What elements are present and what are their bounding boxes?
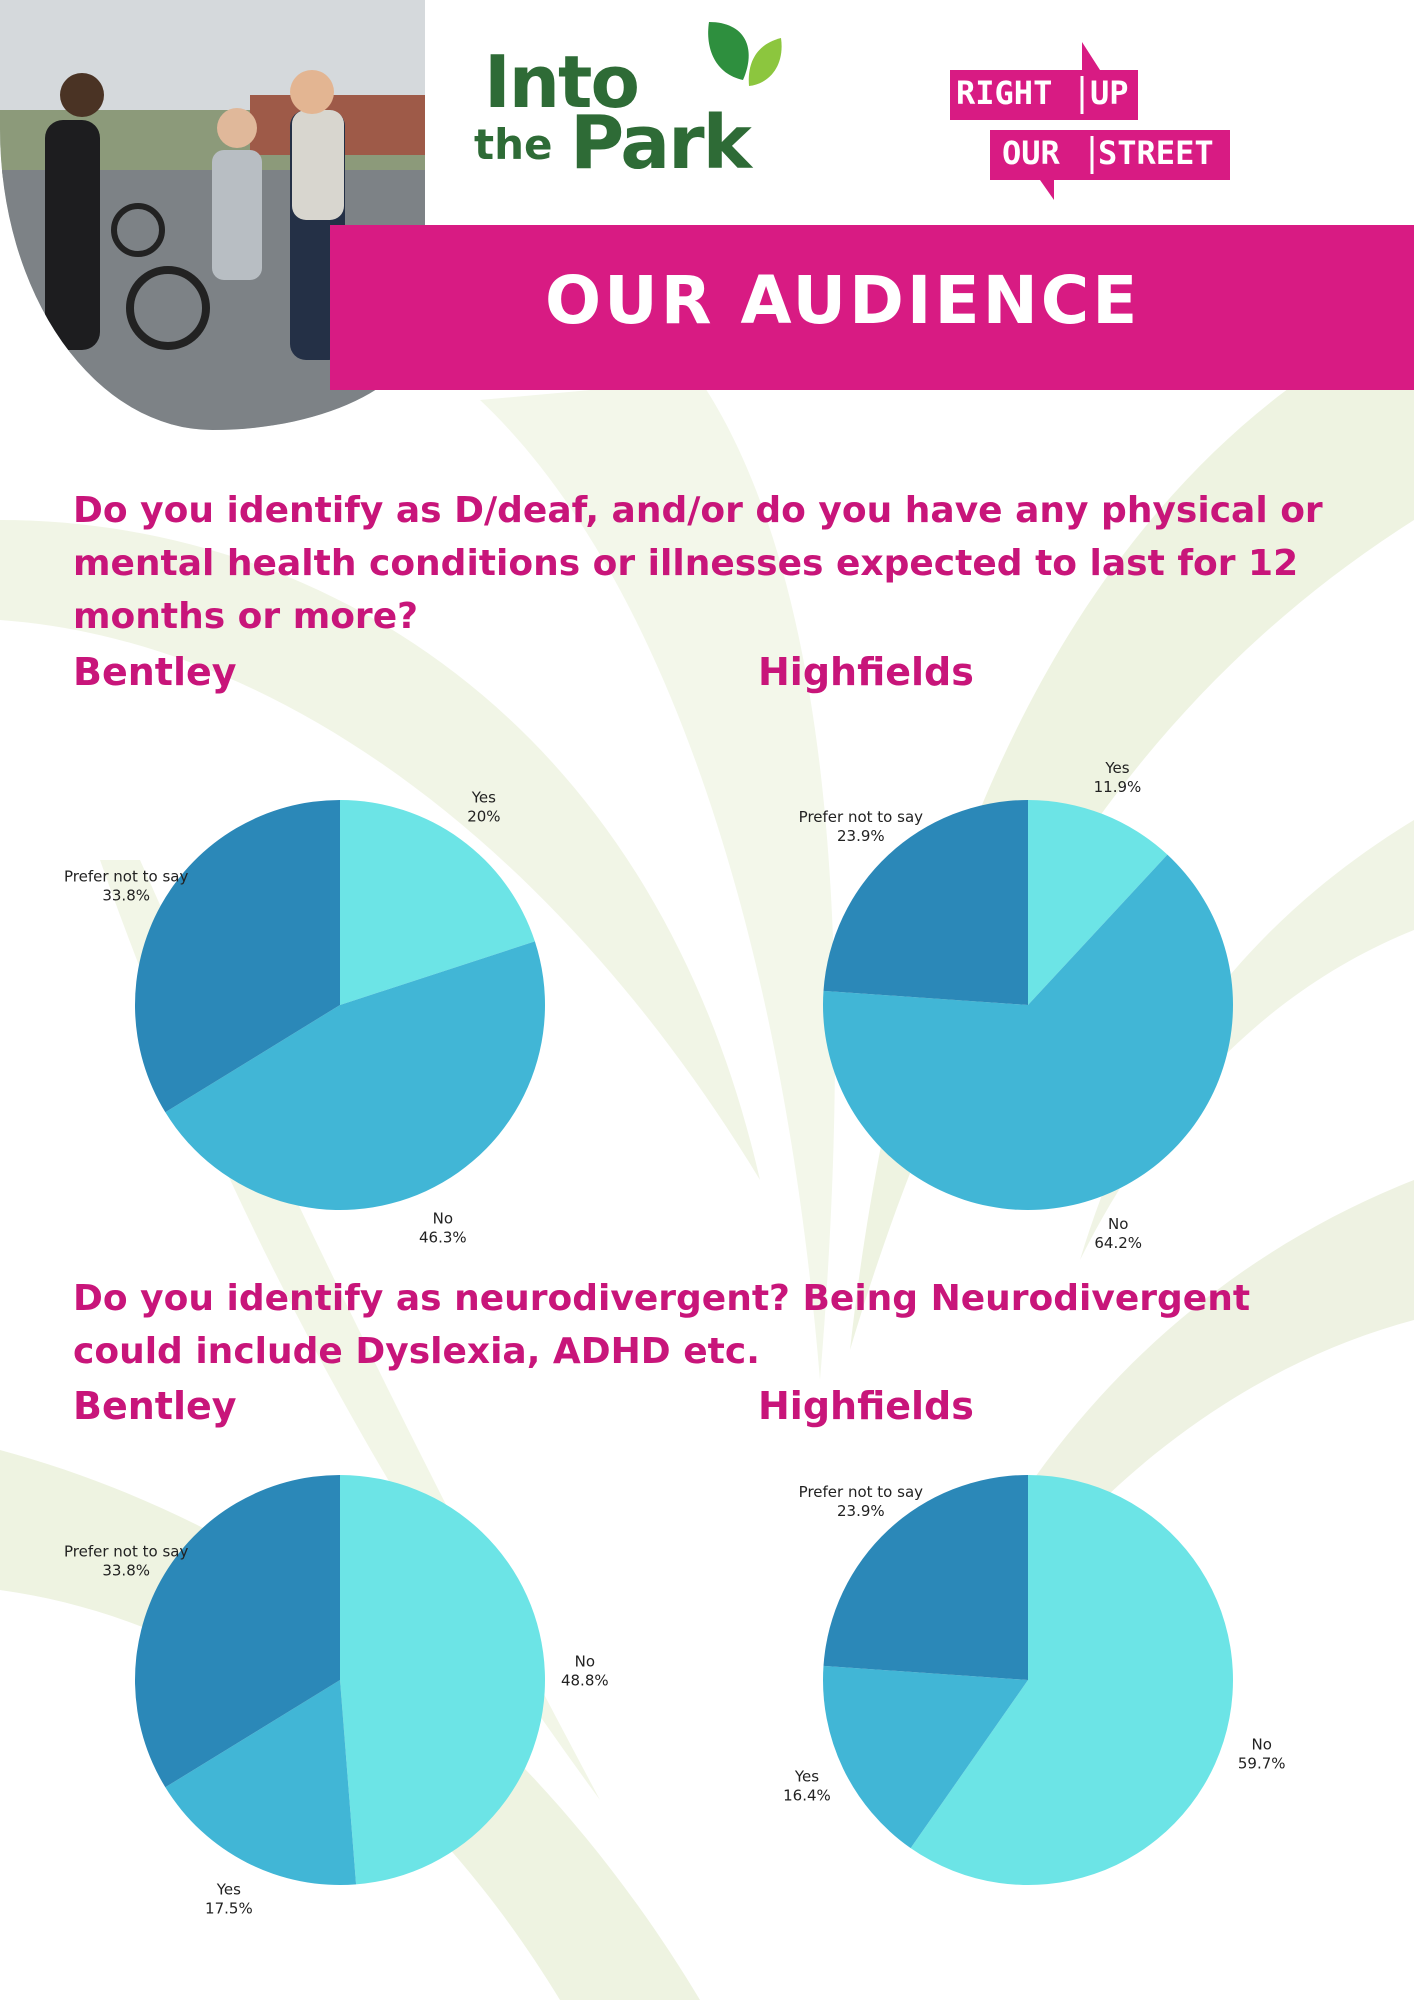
slice-label-prefer-not-to-say: Prefer not to say 23.9%: [799, 808, 923, 845]
chart-title-bentley-2: Bentley: [73, 1384, 237, 1428]
slice-value-label: 17.5%: [205, 1899, 253, 1917]
slice-category-label: Prefer not to say: [64, 867, 188, 885]
slice-label-yes: Yes 17.5%: [205, 1880, 253, 1917]
slice-value-label: 33.8%: [102, 886, 150, 904]
pie-slice-prefer-not-to-say: [823, 800, 1028, 1005]
logo-word-street: STREET: [1098, 134, 1214, 172]
header-banner: [330, 225, 1414, 390]
logo-word-our: OUR: [1002, 134, 1060, 172]
slice-value-label: 23.9%: [837, 827, 885, 845]
slice-category-label: No: [575, 1652, 595, 1670]
slice-category-label: No: [433, 1209, 453, 1227]
pie-chart-bentley-neurodivergent: No 48.8% Yes 17.5% Prefer not to say 33.8%: [64, 1475, 609, 1917]
slice-category-label: Yes: [1104, 760, 1129, 777]
pie-slice-prefer-not-to-say: [135, 1475, 340, 1788]
pie-slice-yes: [340, 800, 535, 1005]
slice-category-label: Yes: [471, 789, 496, 807]
slice-value-label: 16.4%: [783, 1787, 831, 1805]
slice-value-label: 20%: [467, 808, 500, 826]
logo-word-right: RIGHT: [956, 74, 1053, 112]
into-the-park-logo: Into the Park: [470, 18, 790, 186]
chart-title-highfields-2: Highfields: [758, 1384, 974, 1428]
slice-label-prefer-not-to-say: Prefer not to say 33.8%: [64, 1542, 188, 1579]
logo-word-up: UP: [1090, 74, 1129, 112]
slice-label-no: No 48.8%: [561, 1652, 609, 1689]
pie-chart-bentley-health: Yes 20% No 46.3% Prefer not to say 33.8%: [64, 789, 545, 1246]
slice-value-label: 48.8%: [561, 1671, 609, 1689]
slice-label-yes: Yes 16.4%: [783, 1768, 831, 1805]
logo-text-park: Park: [570, 100, 752, 186]
question-2: Do you identify as neurodivergent? Being…: [73, 1278, 1251, 1372]
slice-category-label: Prefer not to say: [799, 1483, 923, 1501]
slice-category-label: Prefer not to say: [64, 1542, 188, 1560]
slice-category-label: Prefer not to say: [799, 808, 923, 826]
slice-label-no: No 64.2%: [1094, 1215, 1142, 1252]
pie-slice-no: [823, 854, 1233, 1210]
pie-slice-yes: [1028, 800, 1168, 1005]
pie-chart-highfields-neurodivergent: No 59.7% Yes 16.4% Prefer not to say 23.9%: [783, 1475, 1286, 1885]
pie-slice-no: [910, 1475, 1233, 1885]
slice-value-label: 64.2%: [1094, 1234, 1142, 1252]
slice-value-label: 33.8%: [102, 1561, 150, 1579]
pie-slice-prefer-not-to-say: [823, 1475, 1028, 1680]
chart-title-bentley-1: Bentley: [73, 650, 237, 694]
slice-value-label: 46.3%: [419, 1228, 467, 1246]
slice-label-yes: Yes 11.9%: [1094, 760, 1142, 796]
slice-label-yes: Yes 20%: [467, 789, 500, 826]
slice-category-label: Yes: [794, 1768, 819, 1786]
leaf-icon: [708, 22, 782, 86]
pie-slice-yes: [165, 1680, 357, 1885]
slice-value-label: 23.9%: [837, 1502, 885, 1520]
slice-value-label: 11.9%: [1094, 778, 1142, 796]
question-1: Do you identify as D/deaf, and/or do you…: [73, 490, 1323, 637]
slice-category-label: No: [1108, 1215, 1128, 1233]
logo-text-into: Into: [484, 40, 640, 124]
logo-text-the: the: [474, 120, 553, 169]
slice-label-no: No 59.7%: [1238, 1736, 1286, 1773]
slice-label-prefer-not-to-say: Prefer not to say 23.9%: [799, 1483, 923, 1520]
slice-label-no: No 46.3%: [419, 1209, 467, 1246]
pie-slice-prefer-not-to-say: [135, 800, 340, 1113]
pie-slice-no: [165, 941, 545, 1210]
slice-label-prefer-not-to-say: Prefer not to say 33.8%: [64, 867, 188, 904]
right-up-our-street-logo: RIGHT UP OUR STREET: [950, 42, 1250, 202]
slice-value-label: 59.7%: [1238, 1755, 1286, 1773]
slice-category-label: No: [1252, 1736, 1272, 1754]
pie-slice-yes: [823, 1665, 1028, 1849]
pie-chart-highfields-health: Yes 11.9% No 64.2% Prefer not to say 23.9%: [799, 760, 1233, 1252]
chart-title-highfields-1: Highfields: [758, 650, 974, 694]
page-title: OUR AUDIENCE: [545, 262, 1141, 339]
slice-category-label: Yes: [216, 1880, 241, 1898]
pie-slice-no: [340, 1475, 545, 1885]
